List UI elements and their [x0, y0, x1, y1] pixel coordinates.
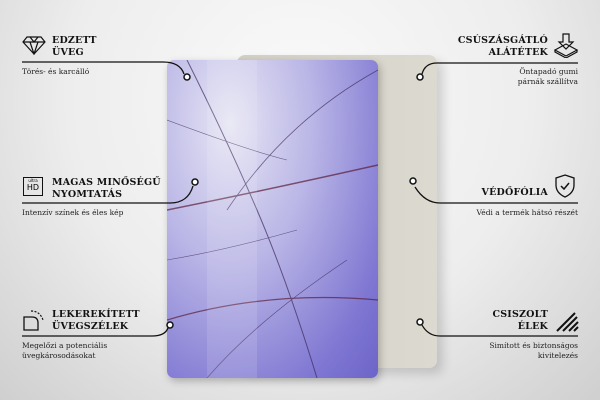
feature-tempered-glass: EDZETT ÜVEG — [52, 35, 232, 59]
icon-text: HD — [26, 183, 40, 192]
feature-title: EDZETT ÜVEG — [52, 35, 232, 59]
polished-edge-icon — [556, 312, 579, 332]
title-line: VÉDŐFÓLIA — [481, 187, 548, 198]
desc-line: kivitelezés — [537, 351, 578, 360]
icon-text: ultra — [28, 178, 38, 183]
feature-hq-print: MAGAS MINŐSÉGŰ NYOMTATÁS — [52, 177, 232, 201]
desc-line: Intenzív színek és éles kép — [22, 208, 124, 217]
desc-line: Törés- és karcálló — [22, 67, 90, 76]
title-line: ÜVEGSZÉLEK — [52, 321, 129, 332]
ultra-hd-icon: ultra HD — [23, 177, 43, 196]
title-line: LEKEREKÍTETT — [52, 309, 140, 320]
feature-description: Megelőzi a potenciális üvegkárosodásokat — [22, 341, 202, 361]
leaf-print-glass — [167, 60, 378, 378]
desc-line: Védi a termék hátsó részét — [476, 208, 578, 217]
desc-line: Megelőzi a potenciális — [22, 341, 108, 350]
title-line: ÜVEG — [52, 47, 84, 58]
desc-line: Simított és biztonságos — [489, 341, 578, 350]
desc-line: Öntapadó gumi — [519, 67, 578, 76]
title-line: NYOMTATÁS — [52, 189, 123, 200]
title-line: EDZETT — [52, 35, 97, 46]
feature-description: Öntapadó gumi párnák szállítva — [398, 67, 578, 87]
anti-slip-pad-icon — [553, 33, 579, 58]
desc-line: üvegkárosodásokat — [22, 351, 96, 360]
title-line: MAGAS MINŐSÉGŰ — [52, 177, 161, 188]
feature-description: Intenzív színek és éles kép — [22, 208, 202, 218]
feature-protective-foil: VÉDŐFÓLIA — [368, 187, 548, 199]
feature-description: Simított és biztonságos kivitelezés — [398, 341, 578, 361]
feature-polished-edges: CSISZOLT ÉLEK — [368, 309, 548, 333]
leaf-veins-image — [167, 60, 378, 378]
feature-description: Törés- és karcálló — [22, 67, 202, 77]
title-line: CSISZOLT — [492, 309, 548, 320]
feature-rounded-edges: LEKEREKÍTETT ÜVEGSZÉLEK — [52, 309, 232, 333]
shield-check-icon — [555, 174, 575, 198]
title-line: ÉLEK — [517, 321, 548, 332]
feature-description: Védi a termék hátsó részét — [398, 208, 578, 218]
feature-anti-slip-pads: CSÚSZÁSGÁTLÓ ALÁTÉTEK — [368, 35, 548, 59]
title-line: ALÁTÉTEK — [488, 47, 548, 58]
desc-line: párnák szállítva — [517, 77, 578, 86]
rounded-corner-icon — [23, 310, 44, 331]
title-line: CSÚSZÁSGÁTLÓ — [457, 35, 548, 46]
diamond-icon — [22, 36, 46, 55]
